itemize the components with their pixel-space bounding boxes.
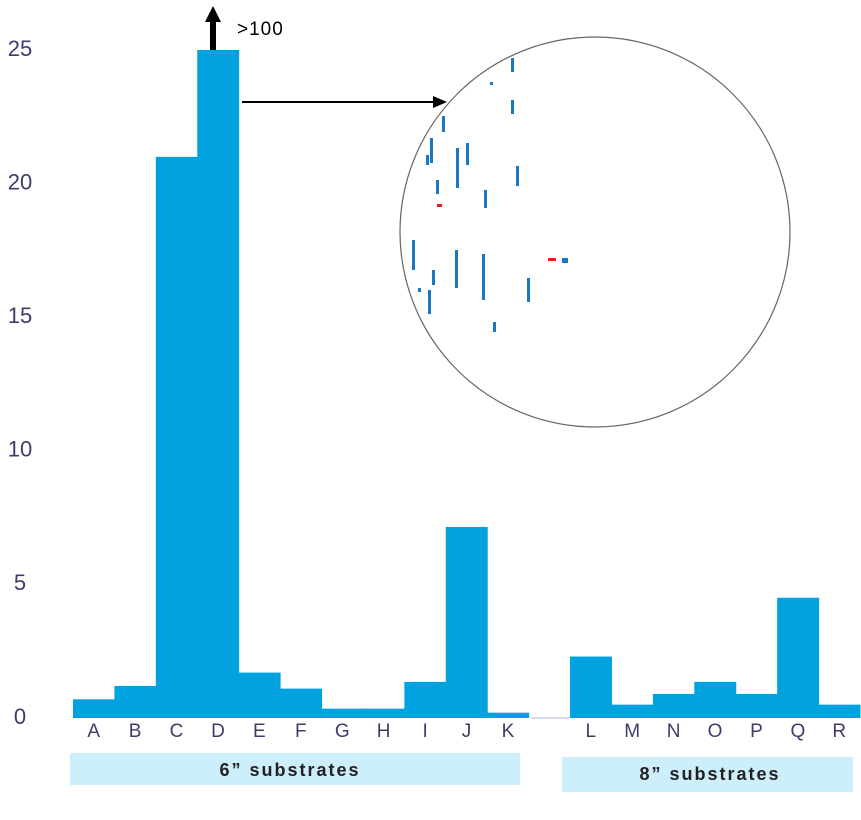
x-tick-label: O <box>708 721 723 742</box>
arrow-shaft <box>210 20 216 50</box>
x-tick-label: F <box>295 721 307 742</box>
y-tick-label: 0 <box>14 704 26 729</box>
y-tick-label: 15 <box>8 303 32 328</box>
bar <box>73 699 115 718</box>
bar <box>611 705 653 718</box>
bar <box>114 686 156 718</box>
bar <box>363 709 405 718</box>
arrow-head <box>433 96 447 108</box>
x-tick-label: C <box>170 721 184 742</box>
overflow-arrow <box>205 6 221 50</box>
x-tick-label: P <box>750 721 763 742</box>
chart: R Q P O N M L K J I H G F E D C B A 25 20 15 10 5 0 >100 6” sub… <box>0 0 861 815</box>
bar <box>239 673 281 718</box>
x-tick-label: E <box>253 721 266 742</box>
inset-wafer-map <box>400 37 790 427</box>
y-tick-label: 25 <box>8 36 32 61</box>
bar <box>404 682 446 718</box>
x-tick-label: D <box>211 721 225 742</box>
bar <box>570 657 612 718</box>
bar <box>694 682 736 718</box>
wafer-outline <box>400 37 790 427</box>
annotation: >100 <box>237 19 284 40</box>
bar <box>777 598 819 718</box>
bar <box>156 157 198 718</box>
inset-arrow <box>242 96 447 108</box>
x-tick-label: N <box>667 721 681 742</box>
bar <box>736 694 778 718</box>
bar <box>487 713 529 718</box>
x-tick-label: M <box>624 721 640 742</box>
bar <box>280 689 322 718</box>
group-label: 6” substrates <box>219 760 360 780</box>
x-tick-label: A <box>87 721 100 742</box>
x-tick-label: I <box>422 721 427 742</box>
y-tick-label: 5 <box>14 570 26 595</box>
bar <box>322 709 364 718</box>
x-tick-label: G <box>335 721 350 742</box>
x-tick-label: J <box>462 721 472 742</box>
bar <box>819 705 861 718</box>
x-tick-label: B <box>129 721 142 742</box>
y-tick-label: 20 <box>8 169 32 194</box>
x-tick-label: H <box>377 721 391 742</box>
x-tick-label: L <box>585 721 596 742</box>
defect-marks-red <box>437 204 556 261</box>
x-tick-label: R <box>832 721 846 742</box>
arrow-head <box>205 6 221 22</box>
x-tick-label: K <box>502 721 515 742</box>
y-tick-label: 10 <box>8 437 32 462</box>
bar <box>197 50 239 718</box>
group-label: 8” substrates <box>639 764 780 784</box>
bar <box>653 694 695 718</box>
bar <box>446 527 488 718</box>
x-tick-label: Q <box>790 721 805 742</box>
